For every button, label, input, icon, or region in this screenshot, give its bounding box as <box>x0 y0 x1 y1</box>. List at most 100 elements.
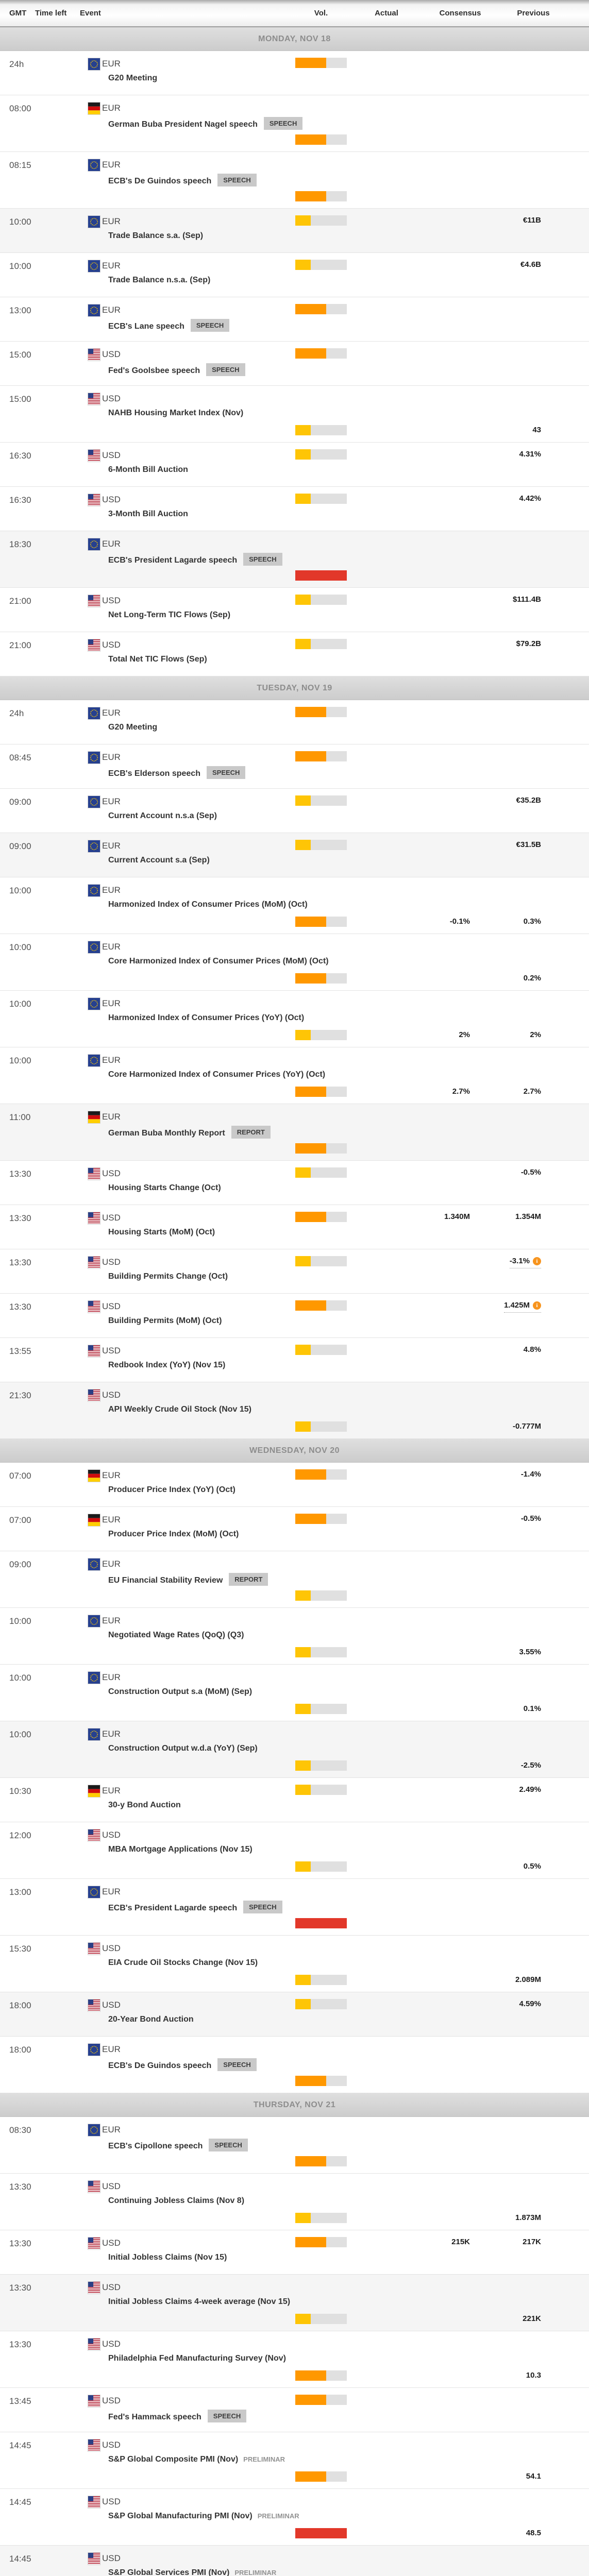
event-title[interactable]: G20 Meeting <box>108 723 158 732</box>
event-title[interactable]: Harmonized Index of Consumer Prices (MoM… <box>108 900 308 909</box>
event-title[interactable]: German Buba President Nagel speech <box>108 120 258 129</box>
event-row[interactable]: 18:30 EUR ECB's President Lagarde speech… <box>0 531 589 588</box>
event-row[interactable]: 13:30 USD Initial Jobless Claims 4-week … <box>0 2275 589 2331</box>
event-title[interactable]: 30-y Bond Auction <box>108 1801 181 1809</box>
event-row[interactable]: 13:00 EUR ECB's Lane speech SPEECH i <box>0 297 589 342</box>
event-title[interactable]: Redbook Index (YoY) (Nov 15) <box>108 1361 226 1369</box>
event-row[interactable]: 21:00 USD Net Long-Term TIC Flows (Sep) … <box>0 588 589 632</box>
event-row[interactable]: 07:00 EUR Producer Price Index (YoY) (Oc… <box>0 1463 589 1507</box>
event-title[interactable]: ECB's President Lagarde speech <box>108 556 238 565</box>
event-title[interactable]: EU Financial Stability Review <box>108 1576 223 1585</box>
event-title[interactable]: Producer Price Index (MoM) (Oct) <box>108 1530 239 1538</box>
event-title[interactable]: Fed's Hammack speech <box>108 2413 201 2421</box>
event-row[interactable]: 13:30 USD Housing Starts Change (Oct) -0… <box>0 1161 589 1205</box>
event-row[interactable]: 09:00 EUR Current Account n.s.a (Sep) €3… <box>0 789 589 833</box>
event-row[interactable]: 10:00 EUR Core Harmonized Index of Consu… <box>0 934 589 991</box>
event-title[interactable]: EIA Crude Oil Stocks Change (Nov 15) <box>108 1958 258 1967</box>
event-title[interactable]: Housing Starts Change (Oct) <box>108 1183 221 1192</box>
event-row[interactable]: 14:45 USD S&P Global Services PMI (Nov) P… <box>0 2546 589 2576</box>
event-row[interactable]: 11:00 EUR German Buba Monthly Report REPO… <box>0 1104 589 1161</box>
event-row[interactable]: 10:00 EUR Harmonized Index of Consumer P… <box>0 991 589 1047</box>
event-row[interactable]: 15:30 USD EIA Crude Oil Stocks Change (N… <box>0 1936 589 1992</box>
event-title[interactable]: Trade Balance n.s.a. (Sep) <box>108 276 211 284</box>
event-row[interactable]: 13:55 USD Redbook Index (YoY) (Nov 15) 4… <box>0 1338 589 1382</box>
event-title[interactable]: ECB's Lane speech <box>108 322 184 331</box>
event-title[interactable]: Current Account s.a (Sep) <box>108 856 210 865</box>
event-row[interactable]: 12:00 USD MBA Mortgage Applications (Nov… <box>0 1822 589 1879</box>
event-row[interactable]: 18:00 USD 20-Year Bond Auction 4.59%i <box>0 1992 589 2037</box>
event-row[interactable]: 07:00 EUR Producer Price Index (MoM) (Oc… <box>0 1507 589 1551</box>
event-row[interactable]: 16:30 USD 6-Month Bill Auction 4.31%i <box>0 443 589 487</box>
event-row[interactable]: 10:00 EUR Construction Output w.d.a (YoY… <box>0 1721 589 1778</box>
event-row[interactable]: 14:45 USD S&P Global Manufacturing PMI (… <box>0 2489 589 2546</box>
event-title[interactable]: Core Harmonized Index of Consumer Prices… <box>108 1070 326 1079</box>
event-row[interactable]: 10:00 EUR Core Harmonized Index of Consu… <box>0 1047 589 1104</box>
event-title[interactable]: 3-Month Bill Auction <box>108 510 188 518</box>
event-row[interactable]: 10:00 EUR Trade Balance s.a. (Sep) €11Bi <box>0 209 589 253</box>
revision-info-icon[interactable]: i <box>533 1257 541 1265</box>
event-row[interactable]: 13:30 USD Initial Jobless Claims (Nov 15… <box>0 2230 589 2275</box>
event-title[interactable]: Harmonized Index of Consumer Prices (YoY… <box>108 1013 305 1022</box>
event-title[interactable]: 6-Month Bill Auction <box>108 465 188 474</box>
event-title[interactable]: Core Harmonized Index of Consumer Prices… <box>108 957 329 965</box>
event-row[interactable]: 08:30 EUR ECB's Cipollone speech SPEECH i <box>0 2117 589 2174</box>
event-title[interactable]: Construction Output s.a (MoM) (Sep) <box>108 1687 253 1696</box>
event-title[interactable]: MBA Mortgage Applications (Nov 15) <box>108 1845 253 1854</box>
event-row[interactable]: 13:30 USD Building Permits (MoM) (Oct) 1… <box>0 1294 589 1338</box>
event-title[interactable]: Negotiated Wage Rates (QoQ) (Q3) <box>108 1631 244 1639</box>
event-row[interactable]: 09:00 EUR Current Account s.a (Sep) €31.… <box>0 833 589 877</box>
event-title[interactable]: Total Net TIC Flows (Sep) <box>108 655 207 664</box>
event-row[interactable]: 13:30 USD Philadelphia Fed Manufacturing… <box>0 2331 589 2388</box>
event-row[interactable]: 13:30 USD Building Permits Change (Oct) … <box>0 1249 589 1294</box>
event-row[interactable]: 08:15 EUR ECB's De Guindos speech SPEECH … <box>0 152 589 209</box>
event-row[interactable]: 16:30 USD 3-Month Bill Auction 4.42%i <box>0 487 589 531</box>
event-row[interactable]: 08:00 EUR German Buba President Nagel sp… <box>0 95 589 152</box>
event-title[interactable]: 20-Year Bond Auction <box>108 2015 194 2024</box>
event-row[interactable]: 13:00 EUR ECB's President Lagarde speech… <box>0 1879 589 1936</box>
event-title[interactable]: Building Permits (MoM) (Oct) <box>108 1316 222 1325</box>
event-title[interactable]: Fed's Goolsbee speech <box>108 366 200 375</box>
event-title[interactable]: G20 Meeting <box>108 74 158 82</box>
event-row[interactable]: 21:30 USD API Weekly Crude Oil Stock (No… <box>0 1382 589 1439</box>
event-row[interactable]: 15:00 USD Fed's Goolsbee speech SPEECH i <box>0 342 589 386</box>
event-title[interactable]: Construction Output w.d.a (YoY) (Sep) <box>108 1744 258 1753</box>
event-row[interactable]: 24h EUR G20 Meeting i <box>0 700 589 744</box>
event-row[interactable]: 18:00 EUR ECB's De Guindos speech SPEECH … <box>0 2037 589 2093</box>
event-row[interactable]: 10:00 EUR Negotiated Wage Rates (QoQ) (Q… <box>0 1608 589 1665</box>
event-title[interactable]: Trade Balance s.a. (Sep) <box>108 231 204 240</box>
event-title[interactable]: Housing Starts (MoM) (Oct) <box>108 1228 215 1236</box>
event-title[interactable]: Net Long-Term TIC Flows (Sep) <box>108 611 231 619</box>
event-row[interactable]: 14:45 USD S&P Global Composite PMI (Nov)… <box>0 2432 589 2489</box>
event-row[interactable]: 13:30 USD Housing Starts (MoM) (Oct) 1.3… <box>0 1205 589 1249</box>
event-row[interactable]: 10:00 EUR Harmonized Index of Consumer P… <box>0 877 589 934</box>
event-title[interactable]: Initial Jobless Claims (Nov 15) <box>108 2253 227 2262</box>
event-row[interactable]: 10:30 EUR 30-y Bond Auction 2.49%i <box>0 1778 589 1822</box>
event-title[interactable]: ECB's De Guindos speech <box>108 177 212 185</box>
event-title[interactable]: Philadelphia Fed Manufacturing Survey (N… <box>108 2354 286 2363</box>
event-row[interactable]: 15:00 USD NAHB Housing Market Index (Nov… <box>0 386 589 443</box>
event-title[interactable]: Current Account n.s.a (Sep) <box>108 811 217 820</box>
event-title[interactable]: Producer Price Index (YoY) (Oct) <box>108 1485 235 1494</box>
event-row[interactable]: 13:45 USD Fed's Hammack speech SPEECH i <box>0 2388 589 2432</box>
event-title[interactable]: ECB's Cipollone speech <box>108 2142 203 2150</box>
event-row[interactable]: 21:00 USD Total Net TIC Flows (Sep) $79.… <box>0 632 589 676</box>
event-row[interactable]: 09:00 EUR EU Financial Stability Review R… <box>0 1551 589 1608</box>
event-title[interactable]: Building Permits Change (Oct) <box>108 1272 228 1281</box>
event-title[interactable]: ECB's Elderson speech <box>108 769 200 778</box>
event-title[interactable]: ECB's President Lagarde speech <box>108 1904 238 1912</box>
revision-info-icon[interactable]: i <box>533 1301 541 1310</box>
event-row[interactable]: 13:30 USD Continuing Jobless Claims (Nov… <box>0 2174 589 2230</box>
event-row[interactable]: 10:00 EUR Construction Output s.a (MoM) … <box>0 1665 589 1721</box>
event-row[interactable]: 24h EUR G20 Meeting i <box>0 51 589 95</box>
event-row[interactable]: 10:00 EUR Trade Balance n.s.a. (Sep) €4.… <box>0 253 589 297</box>
event-row[interactable]: 08:45 EUR ECB's Elderson speech SPEECH i <box>0 744 589 789</box>
event-title[interactable]: NAHB Housing Market Index (Nov) <box>108 409 244 417</box>
event-title[interactable]: S&P Global Composite PMI (Nov) <box>108 2455 239 2464</box>
event-title[interactable]: Initial Jobless Claims 4-week average (N… <box>108 2297 291 2306</box>
event-title[interactable]: ECB's De Guindos speech <box>108 2061 212 2070</box>
event-title[interactable]: German Buba Monthly Report <box>108 1129 225 1138</box>
event-title[interactable]: Continuing Jobless Claims (Nov 8) <box>108 2196 245 2205</box>
event-title[interactable]: S&P Global Services PMI (Nov) <box>108 2568 230 2576</box>
event-title[interactable]: API Weekly Crude Oil Stock (Nov 15) <box>108 1405 252 1414</box>
event-title[interactable]: S&P Global Manufacturing PMI (Nov) <box>108 2512 253 2520</box>
